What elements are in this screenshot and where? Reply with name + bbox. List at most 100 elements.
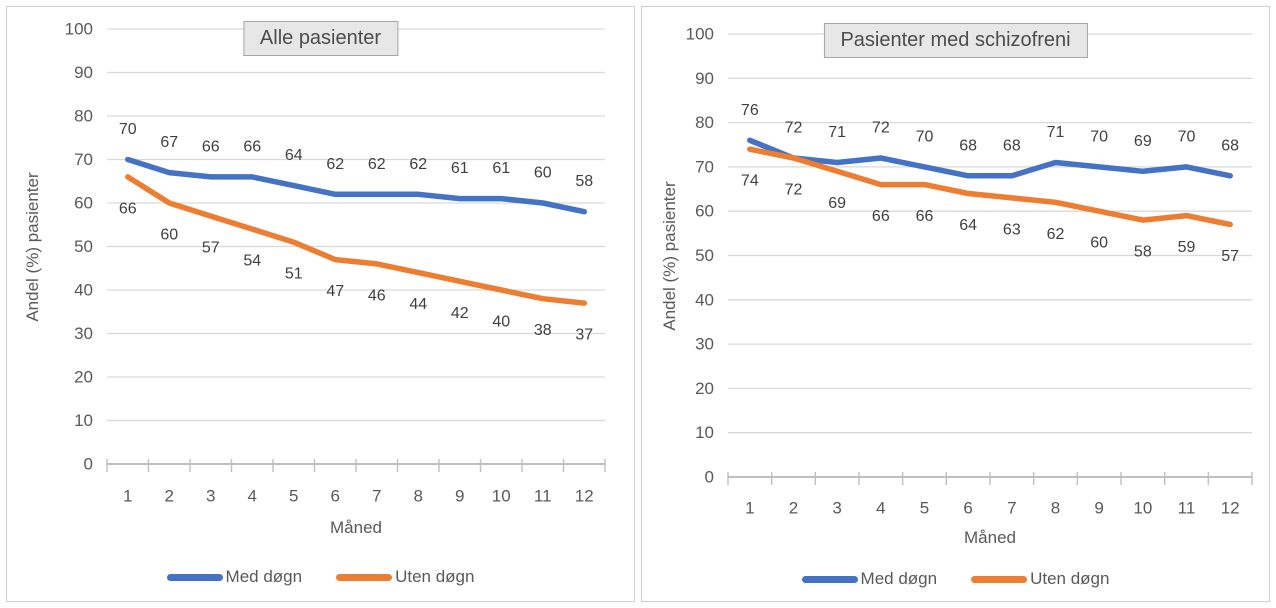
svg-text:58: 58 xyxy=(575,173,593,190)
svg-text:68: 68 xyxy=(1221,137,1239,154)
svg-text:9: 9 xyxy=(455,487,464,506)
svg-text:11: 11 xyxy=(534,487,552,506)
svg-text:90: 90 xyxy=(74,63,93,82)
svg-text:40: 40 xyxy=(74,281,93,300)
svg-text:70: 70 xyxy=(1090,128,1108,145)
svg-text:20: 20 xyxy=(74,368,93,387)
svg-text:7: 7 xyxy=(1007,499,1016,518)
svg-text:9: 9 xyxy=(1094,499,1103,518)
data-labels-med-d-gn: 70 67 66 66 64 62 62 62 61 61 60 58 xyxy=(119,121,593,190)
svg-text:57: 57 xyxy=(202,240,220,257)
svg-text:61: 61 xyxy=(492,160,510,177)
svg-text:2: 2 xyxy=(165,487,174,506)
svg-text:10: 10 xyxy=(74,411,93,430)
x-axis xyxy=(727,472,1253,485)
svg-text:10: 10 xyxy=(492,487,511,506)
svg-text:30: 30 xyxy=(74,324,93,343)
svg-text:74: 74 xyxy=(741,173,759,190)
svg-text:50: 50 xyxy=(74,237,93,256)
svg-text:57: 57 xyxy=(1221,248,1239,265)
svg-text:70: 70 xyxy=(695,157,714,176)
svg-text:68: 68 xyxy=(1003,137,1021,154)
legend-item-uten-dogn: Uten døgn xyxy=(336,567,474,587)
svg-text:69: 69 xyxy=(1134,133,1152,150)
gridlines xyxy=(728,33,1252,434)
svg-text:70: 70 xyxy=(916,128,934,145)
legend-label-med-dogn: Med døgn xyxy=(225,567,303,586)
svg-text:63: 63 xyxy=(1003,221,1021,238)
svg-text:11: 11 xyxy=(1178,499,1196,518)
svg-text:72: 72 xyxy=(785,120,803,137)
svg-text:66: 66 xyxy=(916,208,934,225)
x-tick-labels: 1 2 3 4 5 6 7 8 9 10 11 12 xyxy=(123,487,594,506)
chart-title: Alle pasienter xyxy=(242,21,399,56)
svg-text:60: 60 xyxy=(1090,235,1108,252)
svg-text:60: 60 xyxy=(695,202,714,221)
y-axis-title: Andel (%) pasienter xyxy=(660,180,679,331)
legend-item-med-dogn: Med døgn xyxy=(801,569,937,589)
svg-text:12: 12 xyxy=(575,487,594,506)
svg-text:44: 44 xyxy=(409,296,427,313)
svg-text:61: 61 xyxy=(451,160,469,177)
svg-text:1: 1 xyxy=(745,499,754,518)
legend-swatch-med-dogn xyxy=(166,573,223,581)
y-tick-labels: 0 10 20 30 40 50 60 70 80 90 100 xyxy=(686,25,714,487)
chart-title: Pasienter med schizofreni xyxy=(823,23,1088,58)
svg-text:67: 67 xyxy=(160,134,178,151)
svg-text:66: 66 xyxy=(202,138,220,155)
svg-text:71: 71 xyxy=(1047,124,1065,141)
y-axis-title: Andel (%) pasienter xyxy=(23,171,42,322)
x-tick-labels: 1 2 3 4 5 6 7 8 9 10 11 12 xyxy=(745,499,1240,518)
legend-label-uten-dogn: Uten døgn xyxy=(1030,569,1110,588)
svg-text:8: 8 xyxy=(414,487,423,506)
legend-item-med-dogn: Med døgn xyxy=(166,567,303,587)
svg-text:1: 1 xyxy=(123,487,132,506)
svg-text:40: 40 xyxy=(492,314,510,331)
svg-text:54: 54 xyxy=(243,253,261,270)
svg-text:0: 0 xyxy=(84,455,93,474)
svg-text:60: 60 xyxy=(160,227,178,244)
svg-text:40: 40 xyxy=(695,290,714,309)
svg-text:5: 5 xyxy=(920,499,929,518)
svg-text:37: 37 xyxy=(575,327,593,344)
svg-text:50: 50 xyxy=(695,246,714,265)
legend-label-uten-dogn: Uten døgn xyxy=(395,567,475,586)
svg-text:70: 70 xyxy=(1178,128,1196,145)
x-axis-title: Måned xyxy=(330,518,382,537)
svg-text:8: 8 xyxy=(1051,499,1060,518)
svg-text:90: 90 xyxy=(695,69,714,88)
svg-text:64: 64 xyxy=(285,147,303,164)
svg-text:68: 68 xyxy=(959,137,977,154)
svg-text:76: 76 xyxy=(741,102,759,119)
svg-text:70: 70 xyxy=(74,150,93,169)
legend-swatch-med-dogn xyxy=(801,575,858,583)
svg-text:12: 12 xyxy=(1221,499,1240,518)
svg-text:100: 100 xyxy=(65,20,93,39)
series-line-uten-d-gn xyxy=(747,146,1233,228)
svg-text:0: 0 xyxy=(705,468,714,487)
svg-text:30: 30 xyxy=(695,335,714,354)
svg-text:20: 20 xyxy=(695,379,714,398)
svg-text:64: 64 xyxy=(959,217,977,234)
svg-text:10: 10 xyxy=(1133,499,1152,518)
svg-text:42: 42 xyxy=(451,305,469,322)
x-axis xyxy=(106,459,606,472)
svg-text:4: 4 xyxy=(248,487,257,506)
svg-text:2: 2 xyxy=(789,499,798,518)
legend: Med døgn Uten døgn xyxy=(642,569,1269,589)
svg-text:100: 100 xyxy=(686,25,714,44)
series-line-med-d-gn xyxy=(747,137,1233,179)
svg-text:69: 69 xyxy=(828,195,846,212)
series-line-uten-d-gn xyxy=(125,174,588,306)
legend-swatch-uten-dogn xyxy=(336,573,393,581)
svg-text:4: 4 xyxy=(876,499,885,518)
y-tick-labels: 0 10 20 30 40 50 60 70 80 90 100 xyxy=(65,20,93,474)
svg-text:3: 3 xyxy=(206,487,215,506)
svg-text:60: 60 xyxy=(534,165,552,182)
svg-text:3: 3 xyxy=(832,499,841,518)
legend-item-uten-dogn: Uten døgn xyxy=(971,569,1109,589)
svg-text:6: 6 xyxy=(963,499,972,518)
svg-text:62: 62 xyxy=(368,156,386,173)
